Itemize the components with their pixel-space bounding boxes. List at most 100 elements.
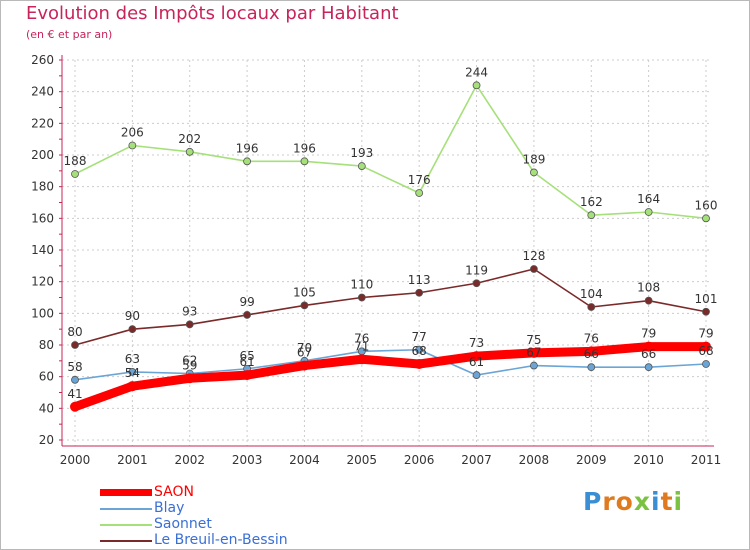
legend-label: SAON: [154, 484, 194, 500]
data-label: 71: [354, 339, 369, 353]
data-label: 244: [465, 65, 488, 79]
data-point: [530, 265, 538, 273]
data-point: [185, 320, 194, 329]
data-label: 75: [526, 333, 541, 347]
data-point: [184, 373, 195, 384]
y-tick-label: 20: [39, 433, 54, 447]
data-label: 93: [182, 304, 197, 318]
data-label: 61: [239, 355, 254, 369]
x-tick-label: 2007: [461, 453, 492, 467]
data-point: [414, 359, 425, 369]
data-label: 67: [297, 346, 312, 360]
data-point: [702, 307, 710, 316]
y-tick-label: 80: [39, 338, 54, 352]
logo-letter: i: [651, 487, 661, 516]
y-tick-label: 60: [39, 370, 54, 384]
data-label: 67: [526, 346, 541, 360]
data-point: [587, 303, 596, 311]
series-line-Saonnet: [74, 84, 707, 220]
x-tick-label: 2004: [289, 453, 320, 467]
data-point: [356, 354, 367, 365]
data-label: 193: [350, 146, 373, 160]
x-tick-label: 2006: [404, 453, 435, 467]
data-label: 80: [67, 325, 82, 339]
data-point: [530, 168, 538, 177]
x-tick-label: 2009: [576, 453, 607, 467]
y-tick-label: 240: [31, 85, 54, 99]
data-point: [185, 147, 194, 156]
legend-item: SAON: [100, 484, 360, 500]
data-label: 66: [641, 347, 656, 361]
chart-legend: SAON Blay Saonnet Le Breuil-en-Bessin: [100, 484, 360, 548]
data-point: [357, 162, 366, 170]
data-point: [243, 157, 251, 166]
data-point: [701, 341, 711, 352]
data-label: 110: [350, 278, 373, 292]
data-label: 61: [469, 355, 484, 369]
y-tick-label: 220: [31, 116, 54, 130]
data-label: 90: [125, 309, 140, 323]
data-point: [127, 381, 138, 392]
data-point: [71, 170, 79, 178]
legend-label: Le Breuil-en-Bessin: [154, 532, 288, 548]
data-point: [702, 214, 710, 223]
x-tick-label: 2011: [691, 453, 722, 467]
y-tick-label: 160: [31, 211, 54, 225]
legend-swatch: [100, 540, 152, 542]
y-tick-label: 100: [31, 306, 54, 320]
data-label: 105: [293, 285, 316, 299]
data-label: 77: [412, 330, 427, 344]
logo-letter: r: [602, 487, 616, 516]
data-label: 73: [469, 336, 484, 350]
data-label: 41: [67, 387, 82, 401]
data-label: 104: [580, 287, 603, 301]
chart-subtitle: (en € et par an): [26, 28, 113, 41]
data-point: [644, 208, 653, 216]
data-label: 62: [182, 354, 197, 368]
data-point: [415, 345, 424, 354]
data-point: [242, 370, 253, 381]
data-label: 160: [695, 198, 718, 212]
data-label: 176: [408, 173, 431, 187]
data-point: [415, 189, 424, 197]
data-point: [71, 341, 79, 349]
data-label: 113: [408, 273, 431, 287]
data-point: [299, 360, 310, 371]
data-label: 76: [584, 331, 599, 345]
data-point: [357, 293, 366, 302]
data-label: 188: [64, 154, 87, 168]
data-label: 206: [121, 126, 144, 140]
data-label: 76: [354, 331, 369, 345]
data-point: [300, 157, 309, 166]
data-label: 119: [465, 263, 488, 277]
proxiti-logo: Proxiti: [583, 487, 683, 516]
series-line-SAON: [70, 342, 711, 412]
data-label: 66: [584, 347, 599, 361]
x-tick-label: 2000: [60, 453, 91, 467]
data-label: 162: [580, 195, 603, 209]
data-point: [530, 361, 538, 370]
y-tick-label: 180: [31, 180, 54, 194]
data-point: [643, 341, 654, 352]
data-point: [300, 301, 309, 310]
data-point: [128, 141, 137, 150]
data-label: 54: [125, 366, 140, 380]
data-label: 68: [698, 344, 713, 358]
logo-letter: i: [673, 487, 684, 516]
data-point: [415, 288, 424, 297]
data-point: [70, 401, 80, 412]
chart-title: Evolution des Impôts locaux par Habitant: [26, 3, 399, 24]
data-label: 68: [412, 344, 427, 358]
data-label: 79: [698, 327, 713, 341]
data-label: 58: [67, 360, 82, 374]
data-point: [472, 371, 481, 379]
x-tick-label: 2001: [117, 453, 148, 467]
data-point: [471, 351, 482, 362]
data-label: 189: [522, 152, 545, 166]
y-tick-label: 40: [39, 401, 54, 415]
data-point: [472, 279, 481, 288]
logo-letter: P: [583, 487, 603, 516]
legend-swatch: [100, 524, 152, 526]
